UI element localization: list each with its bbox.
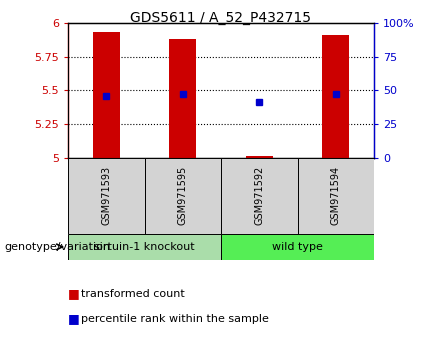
- Text: sirtuin-1 knockout: sirtuin-1 knockout: [94, 242, 195, 252]
- Bar: [93, 33, 120, 158]
- Bar: [68, 234, 221, 260]
- Bar: [145, 158, 221, 234]
- Text: genotype/variation: genotype/variation: [4, 242, 110, 252]
- Text: GSM971592: GSM971592: [254, 166, 264, 225]
- Bar: [221, 158, 297, 234]
- Text: GSM971593: GSM971593: [102, 166, 111, 225]
- Text: GSM971595: GSM971595: [178, 166, 188, 225]
- Bar: [68, 158, 145, 234]
- Bar: [221, 234, 374, 260]
- Text: GSM971594: GSM971594: [331, 166, 341, 225]
- Text: wild type: wild type: [272, 242, 323, 252]
- Bar: [246, 156, 273, 158]
- Bar: [323, 35, 349, 158]
- Bar: [169, 39, 196, 158]
- Text: ■: ■: [68, 287, 80, 300]
- Text: ■: ■: [68, 312, 80, 325]
- Text: percentile rank within the sample: percentile rank within the sample: [81, 314, 269, 324]
- Text: transformed count: transformed count: [81, 289, 185, 299]
- Bar: [297, 158, 374, 234]
- Text: GDS5611 / A_52_P432715: GDS5611 / A_52_P432715: [129, 11, 311, 25]
